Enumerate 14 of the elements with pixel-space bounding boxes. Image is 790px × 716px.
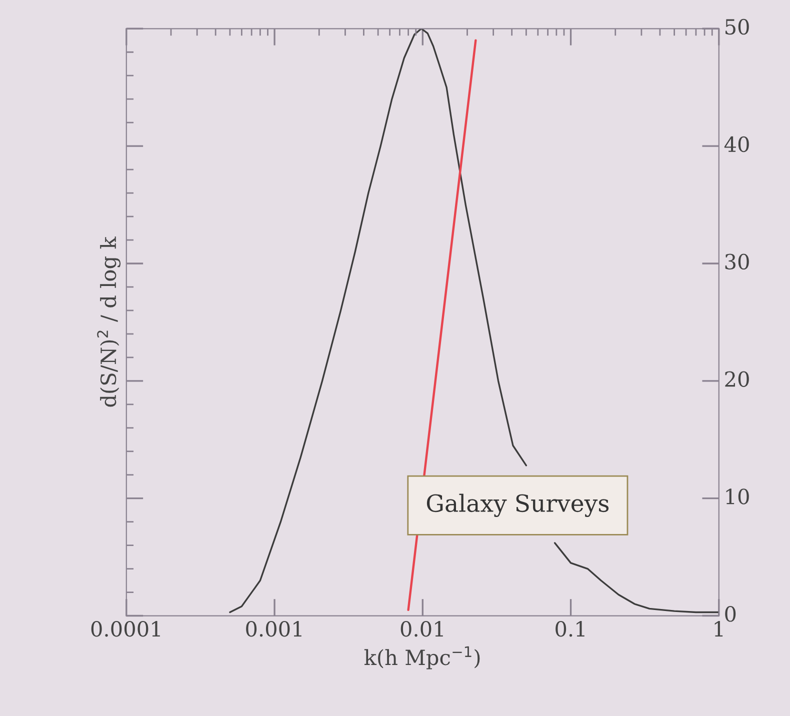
x-tick-label: 0.01 <box>400 620 443 637</box>
x-tick-label: 0.1 <box>556 620 584 637</box>
y-tick-label: 10 <box>726 488 749 504</box>
y-tick-label: 30 <box>725 254 749 270</box>
x-axis-title: k(h Mpc$^{−1}$) <box>364 646 480 670</box>
y-tick-label: 0 <box>725 606 736 622</box>
x-tick-label: 0.001 <box>246 620 302 637</box>
y-tick-label: 40 <box>724 136 749 152</box>
y-tick-label: 50 <box>726 18 749 35</box>
y-axis-title: d(S/N)$^{2}$ / d log k <box>97 236 121 407</box>
x-tick-label: 0.0001 <box>91 620 160 637</box>
annotation: Galaxy Surveys <box>426 494 609 517</box>
x-tick-label: 1 <box>714 620 723 636</box>
y-tick-label: 20 <box>725 371 749 387</box>
